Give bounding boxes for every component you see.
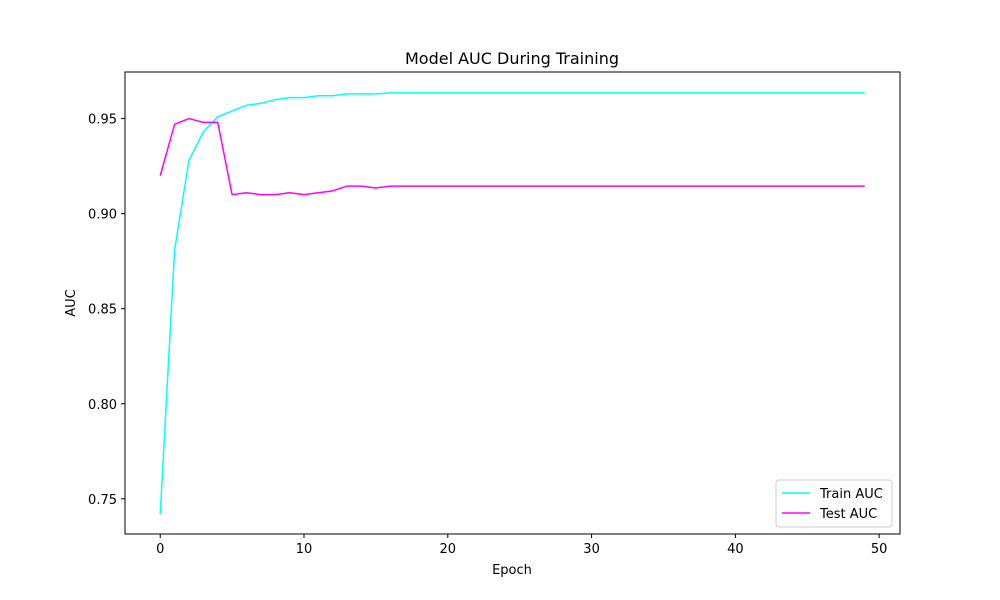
x-tick-label: 40 [727,542,744,557]
x-axis-ticks: 0 10 20 30 40 50 [156,534,887,557]
x-tick-label: 10 [296,542,313,557]
legend-label-train-auc: Train AUC [819,487,883,502]
plot-frame [124,71,901,535]
y-axis-ticks: 0.75 0.80 0.85 0.90 0.95 [88,113,125,508]
y-tick-label: 0.85 [88,303,117,318]
legend-box [775,479,893,528]
chart-title: Model AUC During Training [405,49,619,68]
legend-label-test-auc: Test AUC [819,507,877,522]
x-axis-label: Epoch [492,563,532,578]
legend: Train AUC Test AUC [775,479,893,528]
x-tick-label: 50 [871,542,888,557]
series-line-train-auc [159,92,865,515]
x-tick-label: 20 [440,542,457,557]
y-tick-label: 0.95 [88,113,117,128]
series-lines [159,92,865,515]
y-axis-label: AUC [64,289,79,317]
series-line-test-auc [159,117,865,196]
y-tick-label: 0.80 [88,398,117,413]
y-tick-label: 0.90 [88,208,117,223]
x-tick-label: 30 [583,542,600,557]
x-tick-label: 0 [156,542,164,557]
y-tick-label: 0.75 [88,493,117,508]
